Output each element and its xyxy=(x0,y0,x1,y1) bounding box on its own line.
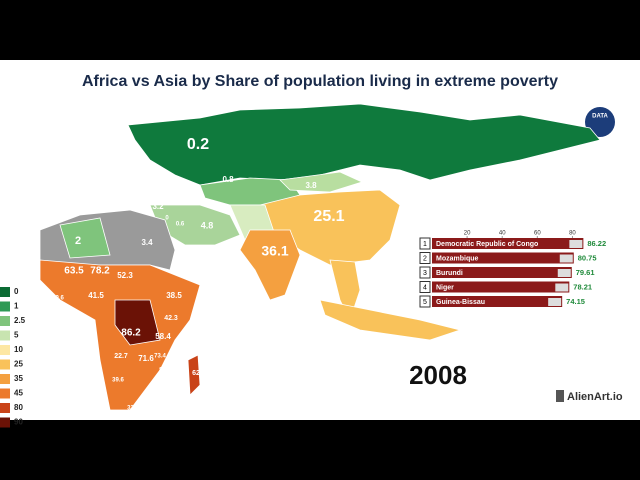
bar-name: Guinea-Bissau xyxy=(436,299,485,306)
bar-name: Mozambique xyxy=(436,255,478,262)
legend-label: 5 xyxy=(14,331,19,340)
bar xyxy=(432,267,572,278)
legend-swatch xyxy=(0,330,10,341)
legend-swatch xyxy=(0,359,10,370)
map xyxy=(39,103,601,411)
legend-label: 10 xyxy=(14,345,23,354)
rank-box xyxy=(419,237,431,250)
map-label: 2 xyxy=(75,235,81,247)
legend-swatch xyxy=(0,388,10,399)
bar xyxy=(432,238,584,249)
map-label: 22.7 xyxy=(114,353,128,360)
map-label: 33.5 xyxy=(127,406,139,412)
map-label: 73.4 xyxy=(154,354,166,360)
legend-swatch xyxy=(0,374,10,384)
map-label: 78.2 xyxy=(90,266,110,277)
legend-label: 90 xyxy=(14,418,23,427)
bar xyxy=(432,252,574,264)
rank: 1 xyxy=(423,241,427,248)
map-label: 0.2 xyxy=(187,136,209,153)
brand: AlienArt.io xyxy=(567,391,623,403)
x-tick-label: 60 xyxy=(534,231,541,237)
logo-badge xyxy=(585,107,615,137)
russia xyxy=(127,103,601,186)
legend-swatch xyxy=(0,287,10,297)
legend-label: 2.5 xyxy=(14,316,26,325)
legend-label: 0 xyxy=(14,287,19,296)
bar xyxy=(432,296,563,307)
flag xyxy=(548,298,562,306)
x-tick-label: 20 xyxy=(464,231,471,237)
map-label: 25.1 xyxy=(313,208,344,225)
map-label: 36.1 xyxy=(261,243,288,259)
map-label: 52.3 xyxy=(117,271,133,280)
logo-text: DATA xyxy=(592,114,608,120)
bar-name: Burundi xyxy=(436,270,463,277)
map-label: 71.6 xyxy=(138,354,154,363)
x-tick-label: 80 xyxy=(569,231,576,237)
rank: 5 xyxy=(423,299,427,306)
bar-name: Niger xyxy=(436,284,454,291)
x-tick-label: 40 xyxy=(499,231,506,237)
legend-swatch xyxy=(0,301,10,312)
bar xyxy=(432,281,570,293)
map-label: 63.5 xyxy=(64,266,84,277)
map-label: 19.6 xyxy=(52,296,64,302)
rank: 3 xyxy=(423,270,427,277)
rank-box xyxy=(419,266,431,279)
bar-name: Democratic Republic of Congo xyxy=(436,241,538,248)
algeria xyxy=(59,217,111,259)
map-label: 80.7 xyxy=(159,368,171,374)
rank: 2 xyxy=(423,255,427,262)
sub-saharan-africa xyxy=(39,259,201,411)
legend-swatch xyxy=(0,403,10,413)
map-label: 38.5 xyxy=(166,291,182,300)
value-label: 86.22 xyxy=(587,239,606,248)
map-label: 62 xyxy=(192,370,200,377)
legend-label: 80 xyxy=(14,403,23,412)
map-label: 3.8 xyxy=(305,181,317,190)
legend-label: 25 xyxy=(14,360,23,369)
map-label: 42.3 xyxy=(164,315,178,322)
map-label: 3.2 xyxy=(152,202,164,211)
map-label: 39.6 xyxy=(112,378,124,384)
flag xyxy=(555,283,569,292)
value-label: 74.15 xyxy=(566,297,585,306)
legend-swatch xyxy=(0,417,10,428)
southeast-asia xyxy=(329,259,361,322)
map-label: 4.8 xyxy=(201,220,214,230)
rank-box xyxy=(419,295,431,308)
flag xyxy=(559,254,573,263)
map-label: 41.5 xyxy=(88,291,104,300)
indonesia xyxy=(319,299,462,341)
legend-label: 45 xyxy=(14,389,23,398)
rank: 4 xyxy=(423,284,427,291)
legend-label: 35 xyxy=(14,374,23,383)
india xyxy=(239,229,301,301)
rank-box xyxy=(419,252,431,264)
brand-icon xyxy=(556,390,564,402)
map-label: 3.4 xyxy=(141,238,153,247)
madagascar xyxy=(187,354,201,396)
drc xyxy=(114,299,161,346)
map-label: 58.4 xyxy=(155,332,171,341)
flag xyxy=(557,269,571,277)
value-label: 78.21 xyxy=(573,282,592,291)
map-label: 0.8 xyxy=(222,175,234,184)
title: Africa vs Asia by Share of population li… xyxy=(82,73,558,90)
flag xyxy=(569,240,583,248)
value-label: 80.75 xyxy=(578,253,597,262)
value-label: 79.61 xyxy=(576,268,595,277)
rank-box xyxy=(419,281,431,293)
map-label: 86.2 xyxy=(121,328,141,339)
legend-swatch xyxy=(0,345,10,355)
mongolia xyxy=(279,171,364,193)
map-label: 0.6 xyxy=(176,222,185,228)
legend-label: 1 xyxy=(14,302,19,311)
year: 2008 xyxy=(409,360,467,390)
map-label: 0 xyxy=(165,216,169,222)
legend-swatch xyxy=(0,316,10,326)
